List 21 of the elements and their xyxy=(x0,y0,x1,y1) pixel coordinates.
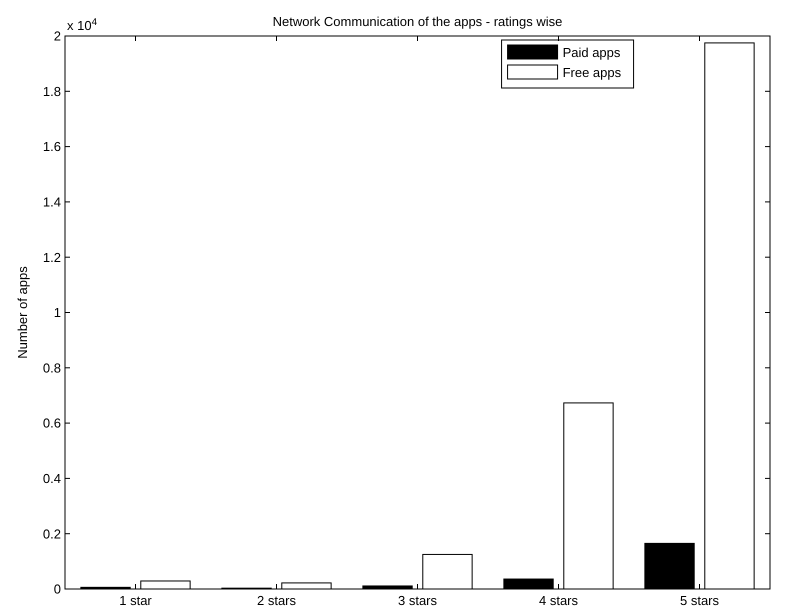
x-tick-label: 2 stars xyxy=(256,593,297,608)
y-tick-label: 0.8 xyxy=(42,360,61,376)
chart-title: Network Communication of the apps - ratings wise xyxy=(272,14,562,29)
y-tick-label: 1.2 xyxy=(42,250,61,265)
x-tick-label: 1 star xyxy=(119,593,152,608)
x-tick-label: 4 stars xyxy=(538,593,579,608)
y-tick-label: 1.6 xyxy=(42,139,61,154)
x-tick-label: 3 stars xyxy=(398,593,438,608)
legend-label: Paid apps xyxy=(562,45,621,60)
y-axis-title: Number of apps xyxy=(15,266,30,359)
y-tick-label: 0 xyxy=(54,582,61,597)
y-tick-label: 1.8 xyxy=(42,84,61,99)
y-tick-label: 0.4 xyxy=(42,470,61,486)
y-tick-label: 1 xyxy=(54,305,61,320)
y-tick-label: 0.2 xyxy=(42,526,61,542)
legend-label: Free apps xyxy=(562,65,622,80)
y-tick-label: 2 xyxy=(54,28,61,44)
y-tick-label: 0.6 xyxy=(42,416,61,431)
y-tick-label: 1.4 xyxy=(42,194,61,210)
text: x 10$^{4}$ xyxy=(67,16,98,33)
x-tick-label: 5 stars xyxy=(680,593,720,608)
